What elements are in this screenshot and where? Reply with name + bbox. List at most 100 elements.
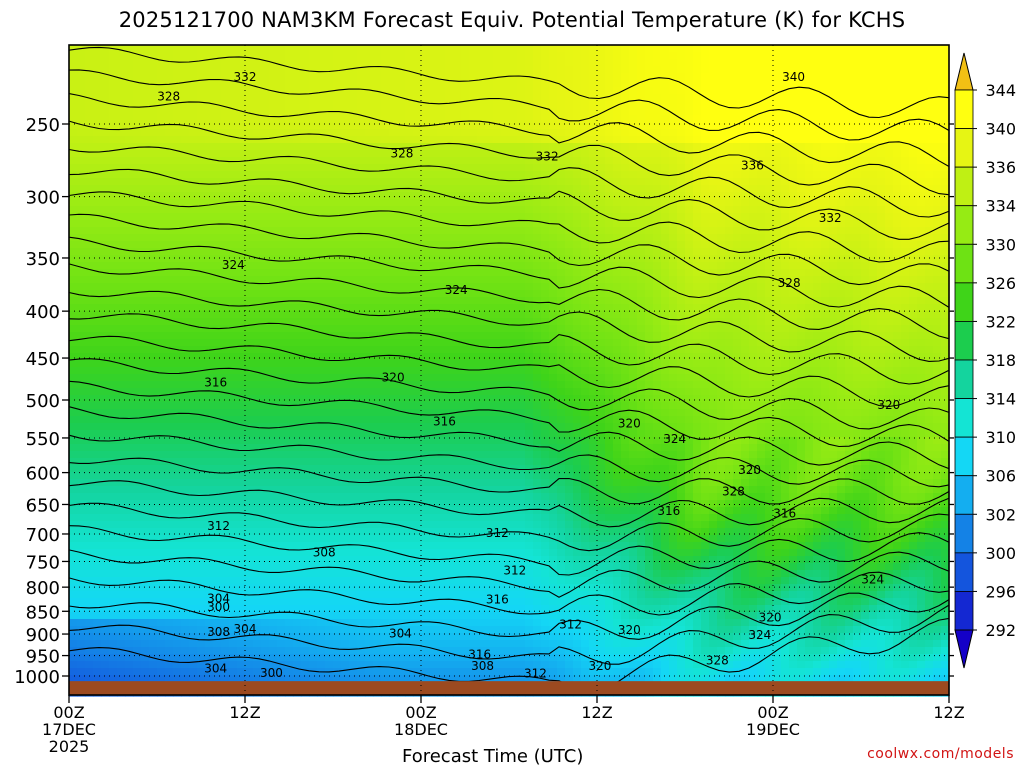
contour-line: [68, 571, 950, 616]
colorbar-label: 322: [985, 312, 1016, 331]
colorbar-top-arrow: [954, 52, 974, 91]
y-tick-label: 400: [26, 302, 60, 323]
contour-line: [68, 213, 950, 286]
colorbar-segment: [954, 436, 974, 477]
colorbar-label: 300: [985, 544, 1016, 563]
colorbar-segment: [954, 475, 974, 515]
contour-line: [68, 236, 950, 308]
contour-label: 328: [778, 276, 801, 290]
contour-label: 300: [260, 666, 283, 680]
contour-line: [68, 93, 950, 167]
contour-label: 328: [390, 147, 413, 161]
contour-label: 316: [433, 414, 456, 428]
y-tick-label: 300: [26, 188, 60, 209]
colorbar-bottom-arrow: [954, 629, 974, 669]
contour-label: 312: [559, 618, 582, 632]
contour-label: 324: [445, 283, 468, 297]
colorbar-segment: [954, 243, 974, 284]
colorbar-label: 306: [985, 467, 1016, 486]
colorbar-label: 310: [985, 428, 1016, 447]
credit-link[interactable]: coolwx.com/models: [867, 746, 1014, 762]
colorbar-segment: [954, 205, 974, 245]
contour-line: [68, 457, 950, 505]
ground-strip: [69, 681, 949, 695]
contour-line: [68, 335, 950, 408]
contour-line: [68, 313, 950, 385]
contour-line: [68, 406, 950, 470]
contour-label: 332: [819, 211, 842, 225]
contour-label: 340: [782, 70, 805, 84]
y-tick-label: 600: [26, 464, 60, 485]
colorbar-label: 302: [985, 505, 1016, 524]
contour-label: 308: [471, 659, 494, 673]
contour-line: [68, 263, 950, 340]
contour-label: 308: [207, 625, 230, 639]
contour-line: [68, 380, 950, 448]
y-tick-label: 900: [26, 625, 60, 646]
contour-label: 328: [157, 89, 180, 103]
contour-line: [68, 549, 950, 598]
contour-line: [68, 120, 950, 196]
y-tick-label: 500: [26, 391, 60, 412]
y-tick-label: 800: [26, 578, 60, 599]
colorbar-label: 334: [985, 197, 1016, 216]
y-tick-label: 950: [26, 647, 60, 668]
y-tick-label: 650: [26, 495, 60, 516]
contour-line: [68, 617, 950, 691]
contour-line: [68, 592, 950, 640]
y-tick-label: 550: [26, 429, 60, 450]
contour-line: [68, 168, 950, 240]
colorbar-segment: [954, 89, 974, 129]
y-tick-label: 700: [26, 525, 60, 546]
contour-label: 332: [234, 70, 257, 84]
chart-title: 2025121700 NAM3KM Forecast Equiv. Potent…: [118, 8, 906, 32]
contour-label: 316: [468, 647, 491, 661]
contour-label: 312: [503, 563, 526, 577]
contour-line: [68, 480, 950, 528]
contour-label: 320: [618, 417, 641, 431]
colorbar-segment: [954, 128, 974, 168]
x-tick-label: 12Z: [933, 703, 964, 722]
contour-label: 312: [486, 526, 509, 540]
x-tick-label: 12Z: [229, 703, 260, 722]
colorbar-label: 326: [985, 274, 1016, 293]
contour-label: 324: [861, 573, 884, 587]
x-tick-label: 00Z: [53, 703, 84, 722]
x-axis-label: Forecast Time (UTC): [402, 746, 584, 767]
colorbar-label: 344: [985, 81, 1016, 100]
contour-line: [68, 604, 950, 665]
contour-label: 332: [536, 150, 559, 164]
colorbar-label: 336: [985, 158, 1016, 177]
x-tick-label: 18DEC: [394, 720, 448, 739]
contour-label: 308: [313, 545, 336, 559]
y-axis: 2503003504004505005506006507007508008509…: [14, 115, 954, 688]
contour-label: 304: [234, 622, 257, 636]
contour-label: 336: [741, 158, 764, 172]
contour-label: 320: [588, 659, 611, 673]
colorbar-label: 340: [985, 120, 1016, 139]
contour-label: 316: [204, 376, 227, 390]
contour-label: 312: [207, 519, 230, 533]
contour-line: [68, 358, 950, 430]
contour-label: 324: [663, 432, 686, 446]
x-tick-label: 2025: [49, 737, 90, 756]
contour-line: [68, 146, 950, 218]
colorbar-segment: [954, 166, 974, 207]
contour-label: 320: [877, 398, 900, 412]
contour-lines: [68, 46, 950, 691]
contour-label: 320: [759, 610, 782, 624]
contour-label: 320: [738, 463, 761, 477]
colorbar-label: 292: [985, 621, 1016, 640]
colorbar-segment: [954, 282, 974, 322]
contour-label: 316: [486, 592, 509, 606]
contour-line: [68, 290, 950, 362]
y-tick-label: 750: [26, 552, 60, 573]
contour-label: 324: [222, 258, 245, 272]
contour-label: 328: [706, 654, 729, 668]
x-tick-label: 00Z: [757, 703, 788, 722]
x-tick-label: 00Z: [405, 703, 436, 722]
contour-label: 320: [382, 371, 405, 385]
contour-label: 320: [618, 623, 641, 637]
colorbar-segment: [954, 591, 974, 631]
